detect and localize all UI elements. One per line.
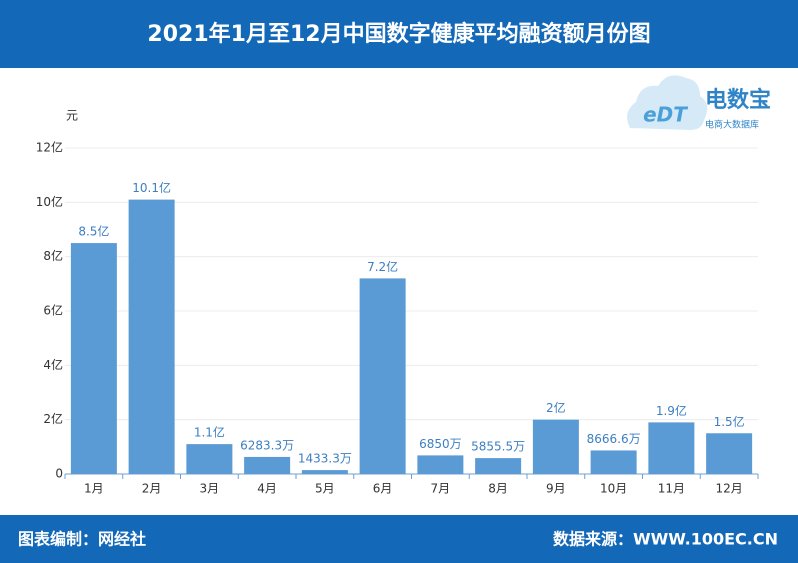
y-tick-label: 8亿 (43, 248, 63, 263)
y-axis-label: 元 (66, 109, 78, 123)
x-tick-label: 11月 (658, 482, 685, 496)
y-tick-label: 4亿 (43, 357, 63, 372)
y-tick-label: 6亿 (43, 303, 63, 318)
value-label: 10.1亿 (132, 180, 171, 195)
footer-left: 图表编制：网经社 (18, 530, 146, 549)
bar (186, 444, 233, 474)
y-tick-label: 12亿 (36, 140, 63, 155)
x-tick-label: 3月 (200, 482, 220, 496)
x-tick-label: 12月 (715, 482, 742, 496)
value-label: 2亿 (546, 400, 566, 415)
bar (128, 199, 175, 474)
bar (244, 456, 291, 474)
y-tick-label: 2亿 (43, 411, 63, 426)
x-tick-label: 2月 (142, 482, 162, 496)
logo-tagline: 电商大数据库 (705, 119, 759, 131)
bar (706, 433, 753, 474)
value-label: 1.9亿 (656, 403, 687, 418)
x-tick-label: 10月 (600, 482, 627, 496)
value-label: 1.1亿 (194, 425, 225, 440)
x-tick-label: 4月 (257, 482, 277, 496)
x-tick-label: 6月 (373, 482, 393, 496)
value-label: 6850万 (419, 437, 462, 451)
value-label: 7.2亿 (367, 259, 398, 274)
x-tick-label: 8月 (488, 482, 508, 496)
footer-right: 数据来源：WWW.100EC.CN (553, 530, 778, 549)
logo-mark: eDT (643, 103, 688, 127)
header-band (0, 0, 798, 68)
y-tick-label: 0 (55, 467, 63, 481)
footer-band (0, 515, 798, 563)
chart-title: 2021年1月至12月中国数字健康平均融资额月份图 (147, 21, 650, 47)
value-label: 1433.3万 (298, 452, 352, 466)
bar (359, 278, 406, 474)
value-label: 5855.5万 (471, 440, 525, 454)
value-label: 6283.3万 (240, 438, 294, 452)
value-label: 1.5亿 (714, 414, 745, 429)
x-tick-label: 7月 (431, 482, 451, 496)
bar (648, 422, 695, 474)
logo-cloud (627, 75, 708, 130)
bar (417, 455, 464, 474)
bar (475, 458, 522, 474)
bar (590, 450, 637, 474)
bar (532, 419, 579, 474)
bar (301, 470, 348, 474)
x-tick-label: 5月 (315, 482, 335, 496)
value-label: 8666.6万 (587, 432, 641, 446)
y-tick-label: 10亿 (36, 194, 63, 209)
value-label: 8.5亿 (78, 224, 109, 239)
x-tick-label: 1月 (84, 482, 104, 496)
logo: eDT 电数宝 电商大数据库 (627, 75, 771, 131)
bar (70, 243, 117, 474)
logo-name: 电数宝 (705, 87, 771, 113)
x-tick-label: 9月 (546, 482, 566, 496)
